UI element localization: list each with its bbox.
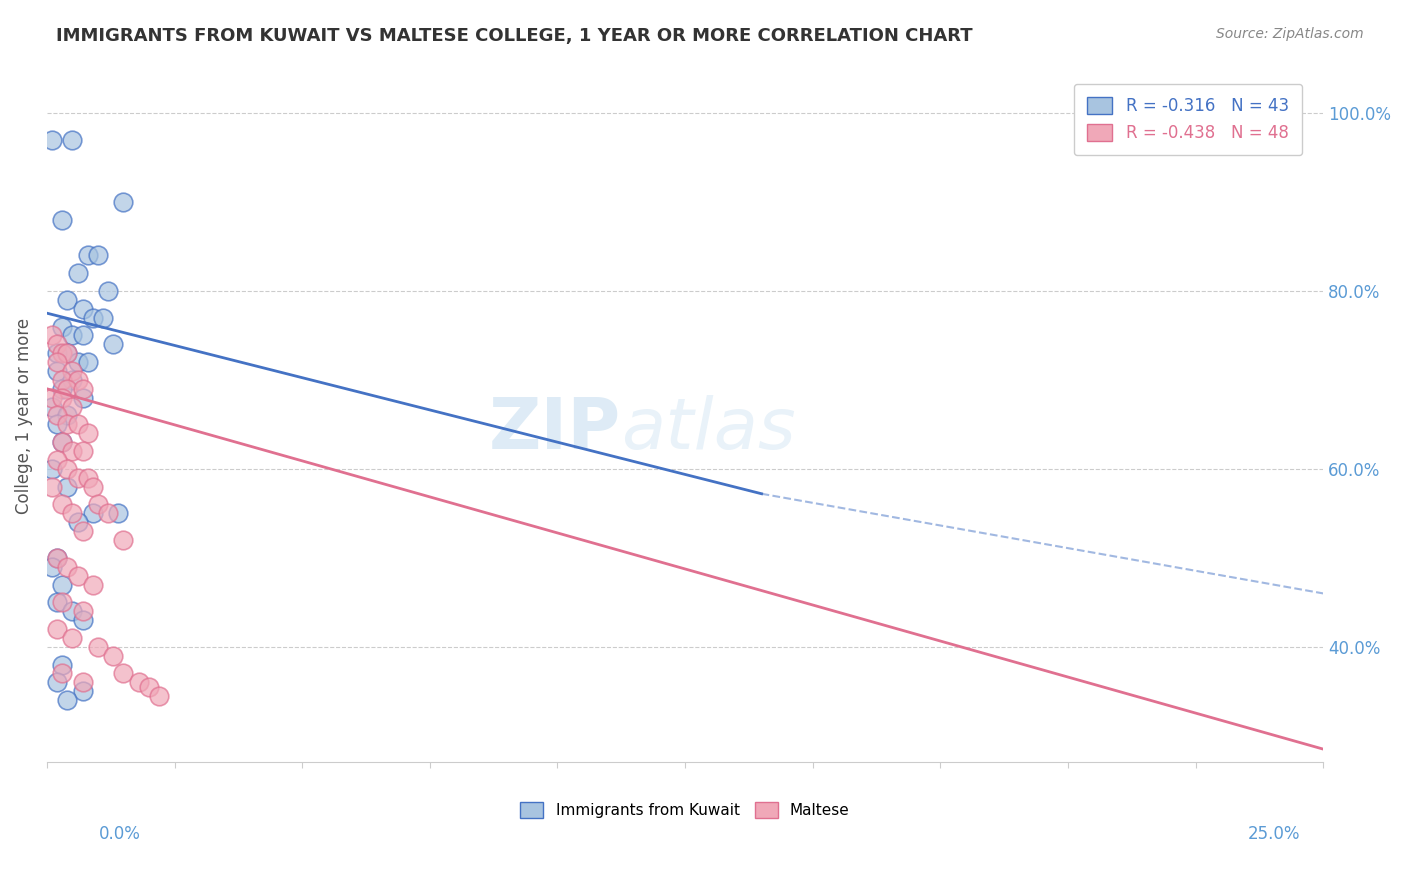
Point (128, 675, 150, 690)
Point (46, 417, 69, 432)
Point (66, 355, 89, 369)
Point (51, 435, 73, 450)
Point (51, 382, 73, 396)
Text: IMMIGRANTS FROM KUWAIT VS MALTESE COLLEGE, 1 YEAR OR MORE CORRELATION CHART: IMMIGRANTS FROM KUWAIT VS MALTESE COLLEG… (56, 27, 973, 45)
Point (62, 444, 84, 458)
Point (41, 391, 63, 405)
Point (51, 319, 73, 334)
Point (82, 506, 104, 520)
Point (46, 453, 69, 467)
Point (76, 426, 98, 441)
Point (56, 693, 79, 707)
Point (87, 248, 110, 262)
Point (66, 568, 89, 582)
Point (51, 346, 73, 360)
Point (56, 480, 79, 494)
Point (51, 212, 73, 227)
Point (97, 506, 120, 520)
Point (46, 364, 69, 378)
Text: 25.0%: 25.0% (1249, 825, 1301, 843)
Point (41, 462, 63, 476)
Point (62, 400, 84, 414)
Point (82, 310, 104, 325)
Point (51, 666, 73, 681)
Point (41, 400, 63, 414)
Point (66, 266, 89, 280)
Point (56, 346, 79, 360)
Point (112, 666, 135, 681)
Point (62, 506, 84, 520)
Text: ZIP: ZIP (489, 395, 621, 464)
Point (41, 559, 63, 574)
Text: Source: ZipAtlas.com: Source: ZipAtlas.com (1216, 27, 1364, 41)
Legend: Immigrants from Kuwait, Maltese: Immigrants from Kuwait, Maltese (515, 796, 856, 824)
Point (51, 595, 73, 609)
Point (41, 328, 63, 343)
Point (66, 373, 89, 387)
Point (62, 328, 84, 343)
Point (148, 689, 170, 703)
Point (72, 301, 94, 316)
Point (51, 657, 73, 672)
Point (112, 533, 135, 547)
Point (72, 444, 94, 458)
Point (46, 550, 69, 565)
Point (66, 471, 89, 485)
Point (46, 675, 69, 690)
Point (107, 506, 129, 520)
Point (76, 471, 98, 485)
Point (51, 435, 73, 450)
Point (46, 346, 69, 360)
Point (56, 462, 79, 476)
Point (56, 559, 79, 574)
Text: 0.0%: 0.0% (98, 825, 141, 843)
Point (56, 409, 79, 423)
Point (56, 417, 79, 432)
Point (76, 355, 98, 369)
Point (46, 409, 69, 423)
Point (56, 293, 79, 307)
Point (62, 373, 84, 387)
Point (46, 355, 69, 369)
Point (41, 133, 63, 147)
Point (66, 417, 89, 432)
Point (72, 613, 94, 627)
Point (103, 648, 125, 663)
Point (72, 391, 94, 405)
Text: atlas: atlas (621, 395, 796, 464)
Point (76, 248, 98, 262)
Point (112, 194, 135, 209)
Point (87, 498, 110, 512)
Point (138, 680, 160, 694)
Point (46, 622, 69, 636)
Point (46, 550, 69, 565)
Point (97, 284, 120, 298)
Point (51, 577, 73, 591)
Point (72, 675, 94, 690)
Point (46, 595, 69, 609)
Point (82, 480, 104, 494)
Point (46, 337, 69, 351)
Point (62, 631, 84, 645)
Point (62, 364, 84, 378)
Point (51, 373, 73, 387)
Point (72, 328, 94, 343)
Point (62, 604, 84, 618)
Point (87, 640, 110, 654)
Point (51, 498, 73, 512)
Point (72, 524, 94, 538)
Point (51, 391, 73, 405)
Point (41, 480, 63, 494)
Point (56, 382, 79, 396)
Point (66, 515, 89, 529)
Point (103, 337, 125, 351)
Point (91, 310, 114, 325)
Point (72, 684, 94, 698)
Point (72, 382, 94, 396)
Point (82, 577, 104, 591)
Point (62, 133, 84, 147)
Point (56, 346, 79, 360)
Y-axis label: College, 1 year or more: College, 1 year or more (15, 318, 32, 514)
Point (72, 604, 94, 618)
